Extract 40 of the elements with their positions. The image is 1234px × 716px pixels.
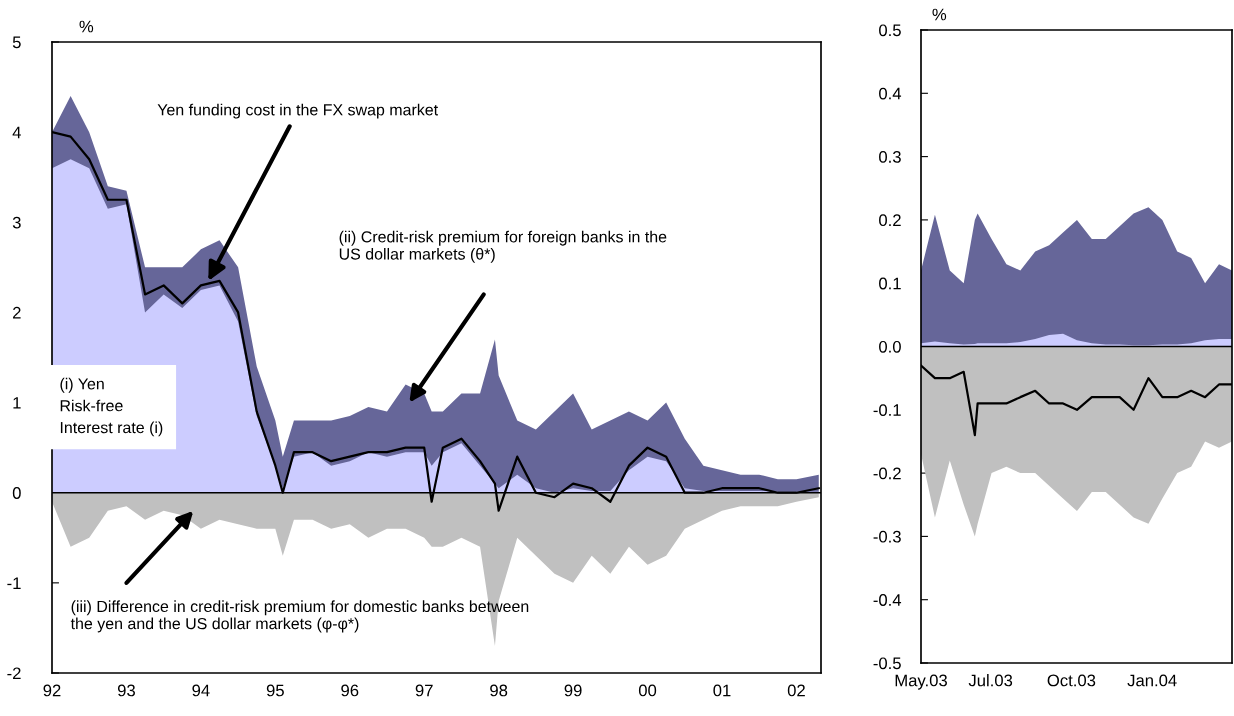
x-tick-label: May.03 [895, 674, 947, 690]
y-tick-label: 0.5 [879, 24, 901, 37]
x-tick-label: 01 [713, 684, 731, 697]
x-tick-label: 95 [266, 684, 284, 697]
y-tick-label: 1 [13, 397, 21, 409]
x-tick-label: 00 [638, 684, 657, 697]
x-tick-label: 93 [117, 684, 135, 697]
y-tick-label: 0.4 [879, 87, 902, 100]
y-tick-label: -0.3 [873, 530, 901, 543]
x-tick-label: Jan.04 [1127, 674, 1177, 687]
x-tick-label: Oct.03 [1047, 674, 1096, 687]
y-tick-label: 0 [12, 487, 21, 499]
y-tick-label: 0.2 [879, 214, 901, 227]
y-tick-label: 3 [12, 216, 21, 229]
y-tick-label: 4 [12, 126, 21, 139]
annotation: (iii) Difference in credit-risk premium for domestic banks between the yen and the US dollar markets (φ-φ*) [70, 600, 529, 633]
y-tick-label: 5 [12, 36, 21, 49]
x-tick-label: 97 [415, 684, 433, 697]
x-tick-label: 94 [192, 684, 210, 697]
y-tick-label: -2 [7, 667, 21, 680]
x-tick-label: 99 [564, 684, 582, 697]
y-axis-title: % [79, 20, 94, 33]
y-tick-label: -1 [7, 577, 21, 589]
x-tick-label: Jul.03 [968, 674, 1013, 687]
annotation: Yen funding cost in the FX swap market [157, 103, 438, 119]
x-tick-label: 02 [787, 684, 805, 697]
y-tick-label: 2 [13, 306, 21, 319]
x-tick-label: 96 [341, 684, 359, 697]
y-tick-label: 0.1 [879, 277, 901, 290]
annotation: (ii) Credit-risk premium for foreign banks in the US dollar markets (θ*) [339, 230, 667, 263]
y-tick-label: 0.3 [879, 151, 901, 163]
y-tick-label: 0.0 [879, 340, 901, 353]
y-tick-label: -0.1 [873, 404, 901, 416]
y-tick-label: -0.4 [873, 594, 902, 606]
y-tick-label: -0.2 [873, 467, 901, 480]
x-tick-label: 98 [490, 684, 508, 697]
y-tick-label: -0.5 [873, 657, 901, 670]
annotation: (i) Yen Risk-free Interest rate (i) [60, 377, 163, 437]
x-tick-label: 92 [43, 684, 61, 697]
y-axis-title: % [932, 8, 947, 21]
